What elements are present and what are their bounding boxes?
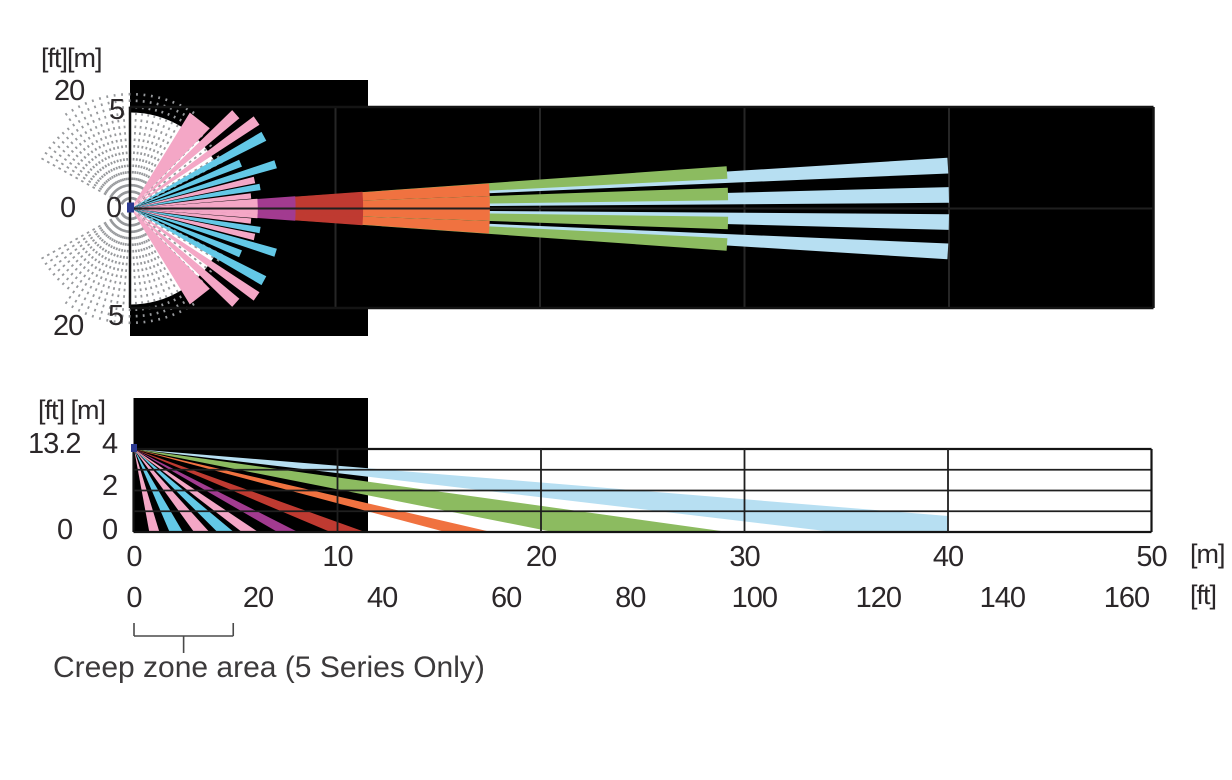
side-chart-zero-ft-label: 0 bbox=[57, 514, 73, 546]
top-chart-top-ft-label: 20 bbox=[54, 75, 85, 107]
top-chart-bottom-m-label: 5 bbox=[108, 300, 124, 332]
side-chart-mid-m-label: 2 bbox=[102, 470, 118, 502]
side-view-sensor-marker bbox=[131, 444, 137, 452]
top-view-beams bbox=[131, 110, 949, 307]
feet-tick-label: 0 bbox=[126, 582, 142, 614]
side-chart-height-ft-label: 13.2 bbox=[28, 428, 81, 460]
top-chart-unit-header: [ft][m] bbox=[41, 43, 102, 73]
feet-tick-label: 120 bbox=[855, 582, 902, 614]
feet-tick-label: 20 bbox=[242, 582, 274, 614]
feet-tick-label: 60 bbox=[491, 582, 522, 614]
side-chart-unit-header: [ft] [m] bbox=[38, 395, 106, 425]
feet-tick-label: 140 bbox=[979, 582, 1026, 614]
side-view-chart bbox=[131, 398, 1153, 653]
meter-tick-label: 10 bbox=[322, 541, 353, 573]
feet-tick-label: 160 bbox=[1103, 582, 1150, 614]
feet-tick-label: 40 bbox=[366, 582, 398, 614]
feet-tick-label: 80 bbox=[615, 582, 646, 614]
x-axis-feet-unit: [ft] bbox=[1190, 580, 1217, 610]
creep-zone-label: Creep zone area (5 Series Only) bbox=[53, 651, 485, 684]
meter-tick-label: 40 bbox=[932, 541, 964, 573]
meter-tick-label: 50 bbox=[1136, 541, 1167, 573]
side-view-gridlines bbox=[132, 447, 1153, 534]
side-chart-height-m-label: 4 bbox=[102, 428, 118, 460]
top-view-chart bbox=[38, 80, 1155, 336]
meter-tick-label: 20 bbox=[525, 541, 557, 573]
top-view-sensor-marker bbox=[127, 202, 134, 213]
side-chart-zero-m-label: 0 bbox=[102, 514, 118, 546]
top-view-borders bbox=[128, 105, 1155, 310]
creep-zone-bracket bbox=[133, 623, 235, 653]
x-axis-meter-unit: [m] bbox=[1190, 539, 1225, 569]
top-chart-top-m-label: 5 bbox=[109, 94, 125, 126]
top-chart-mid-ft-label: 0 bbox=[60, 192, 76, 224]
meter-tick-label: 30 bbox=[729, 541, 760, 573]
top-chart-mid-m-label: 0 bbox=[106, 192, 122, 224]
feet-tick-label: 100 bbox=[731, 582, 778, 614]
meter-tick-label: 0 bbox=[126, 541, 142, 573]
top-chart-bottom-ft-label: 20 bbox=[53, 310, 84, 342]
